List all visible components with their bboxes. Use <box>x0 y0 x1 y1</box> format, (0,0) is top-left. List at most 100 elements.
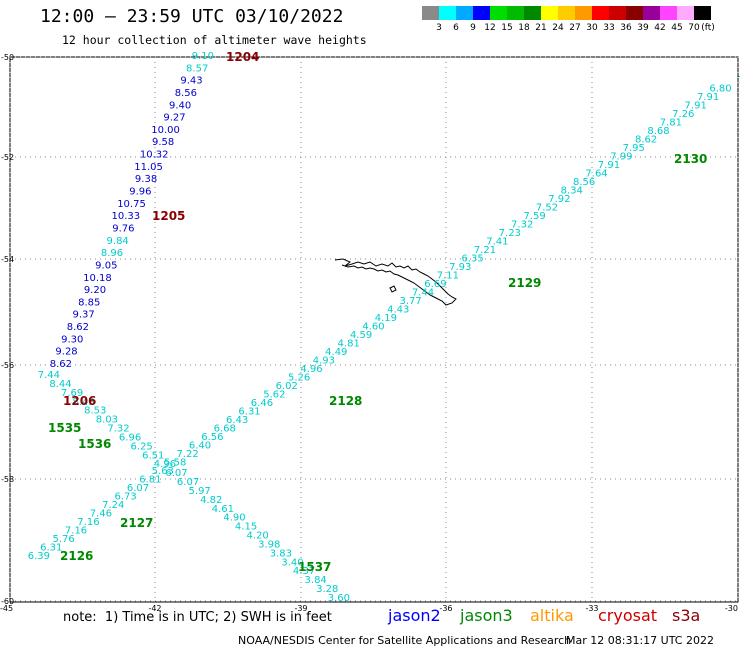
track-1204-value: 9.37 <box>72 310 94 321</box>
track-1204-value: 9.30 <box>61 334 83 345</box>
track-2126-value: 7.32 <box>511 220 533 231</box>
track-1204-value: 4.90 <box>223 513 245 524</box>
track-2126-value: 8.34 <box>561 186 583 197</box>
track-2126-value: 6.81 <box>139 475 161 486</box>
lat-label: -56 <box>1 361 14 370</box>
track-2126-value: 5.62 <box>263 390 285 401</box>
scale-label: 3 <box>436 23 442 33</box>
track-1204-value: 7.32 <box>107 424 129 435</box>
track-1204-value: 9.38 <box>135 174 157 185</box>
track-time-label: 1205 <box>152 209 185 223</box>
track-2126-value: 7.91 <box>697 92 719 103</box>
track-1204-value: 8.62 <box>67 322 89 333</box>
track-time-label: 2130 <box>674 152 707 166</box>
track-1204-value: 9.84 <box>107 236 129 247</box>
track-1204-value: 10.18 <box>83 273 112 284</box>
scale-label: 27 <box>569 23 581 33</box>
track-1204-value: 10.75 <box>117 199 146 210</box>
generation-timestamp: Mar 12 08:31:17 UTC 2022 <box>566 634 714 647</box>
track-2126-value: 7.41 <box>486 237 508 248</box>
track-1204-value: 3.60 <box>328 593 350 604</box>
lon-label: -39 <box>294 604 307 613</box>
track-1204-value: 3.98 <box>258 539 280 550</box>
legend-cryosat: cryosat <box>598 606 658 625</box>
track-1204-value: 4.82 <box>200 495 222 506</box>
lat-lon-grid <box>9 56 739 602</box>
scale-label: 30 <box>586 23 598 33</box>
track-2126-value: 4.93 <box>313 356 335 367</box>
scale-swatch <box>422 6 439 20</box>
track-2126-value: 3.77 <box>400 296 422 307</box>
track-1204-value: 9.96 <box>129 187 151 198</box>
track-2126-value: 6.31 <box>40 543 62 554</box>
scale-swatch <box>439 6 456 20</box>
track-2126-value: 7.11 <box>437 271 459 282</box>
track-2126-value: 6.40 <box>189 441 211 452</box>
track-2126-value: 6.69 <box>424 279 446 290</box>
scale-label: 9 <box>470 23 476 33</box>
track-2126-value: 7.26 <box>672 109 694 120</box>
scale-swatch <box>592 6 609 20</box>
track-1204-value: 8.62 <box>50 359 72 370</box>
track-2126-value: 7.44 <box>412 288 434 299</box>
track-2126-value: 6.31 <box>238 407 260 418</box>
track-time-label: 1536 <box>78 437 111 451</box>
track-time-label: 1537 <box>298 560 331 574</box>
track-2126-value: 4.81 <box>338 339 360 350</box>
track-1204-value: 6.25 <box>131 441 153 452</box>
map-frame <box>9 56 739 603</box>
track-2126-value: 5.63 <box>152 466 174 477</box>
scale-swatch <box>558 6 575 20</box>
lon-label: -30 <box>725 604 738 613</box>
track-value-labels: 9.108.579.438.569.409.2710.009.5810.3211… <box>28 50 740 604</box>
track-1204-value: 4.61 <box>212 504 234 515</box>
coastline-islet <box>389 285 397 293</box>
track-2126-value: 8.62 <box>635 135 657 146</box>
track-2126-value: 7.24 <box>102 500 124 511</box>
track-1204-value: 10.33 <box>112 211 141 222</box>
track-time-label: 1204 <box>226 50 259 64</box>
scale-label: 15 <box>501 23 513 33</box>
track-2126-value: 4.96 <box>300 364 322 375</box>
track-2126-value: 6.35 <box>461 254 483 265</box>
track-2126-value: 7.52 <box>536 203 558 214</box>
track-2126-value: 4.49 <box>325 347 347 358</box>
lat-label: -54 <box>1 255 14 264</box>
lon-label: -45 <box>0 604 13 613</box>
track-2126-value: 4.19 <box>375 313 397 324</box>
track-time-label: 1206 <box>63 394 96 408</box>
scale-swatch <box>694 6 711 20</box>
track-1204-value: 9.27 <box>163 113 185 124</box>
scale-swatch <box>541 6 558 20</box>
track-1204-value: 10.32 <box>140 150 169 161</box>
track-1204-value: 4.15 <box>235 522 257 533</box>
track-1204-value: 7.44 <box>38 370 60 381</box>
lat-label: -50 <box>1 53 14 62</box>
track-2126-value: 4.43 <box>387 305 409 316</box>
track-2126-value: 5.58 <box>164 458 186 469</box>
track-2126-value: 6.73 <box>114 492 136 503</box>
scale-label: 18 <box>518 23 530 33</box>
track-1204-value: 3.83 <box>270 548 292 559</box>
track-2126-value: 4.60 <box>362 322 384 333</box>
lat-label: -60 <box>1 597 14 606</box>
legend-altika: altika <box>530 606 574 625</box>
map-title: 12:00 — 23:59 UTC 03/10/2022 <box>40 6 344 27</box>
track-1204-value: 11.05 <box>134 162 163 173</box>
track-time-label: 2127 <box>120 516 153 530</box>
track-1204-value: 6.96 <box>119 432 141 443</box>
lon-label: -36 <box>439 604 452 613</box>
track-2126-value: 7.91 <box>598 160 620 171</box>
track-2126-value: 7.64 <box>585 169 607 180</box>
south-georgia-coastline <box>334 258 457 306</box>
scale-swatch <box>626 6 643 20</box>
track-2126-value: 4.59 <box>350 330 372 341</box>
track-2126-value: 7.81 <box>660 118 682 129</box>
legend-jason2: jason2 <box>388 606 441 625</box>
track-2126-value: 7.46 <box>90 509 112 520</box>
scale-swatch <box>677 6 694 20</box>
track-time-label: 2126 <box>60 549 93 563</box>
track-1204-value: 8.57 <box>186 63 208 74</box>
track-2126-value: 7.92 <box>548 194 570 205</box>
